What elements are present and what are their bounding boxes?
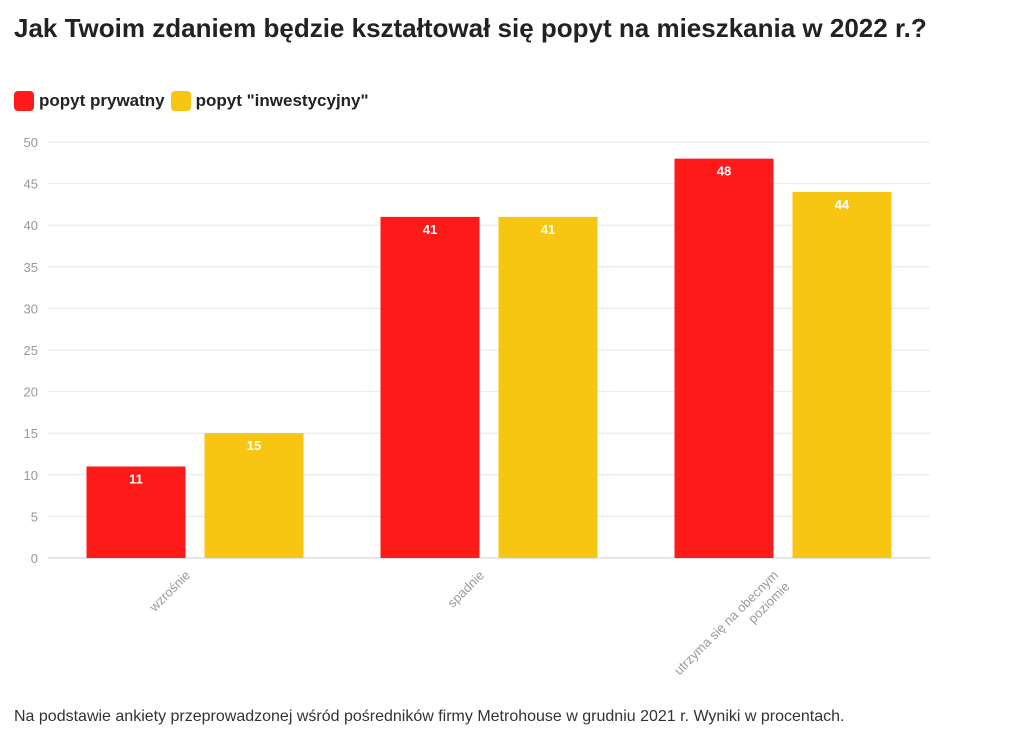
bar-investment-2: [792, 191, 892, 559]
x-tick-label-0: wzrośnie: [146, 568, 194, 616]
legend-item-private[interactable]: popyt prywatny: [14, 91, 165, 111]
x-tick-label-line: wzrośnie: [146, 568, 194, 616]
chart-title: Jak Twoim zdaniem będzie kształtował się…: [14, 13, 927, 43]
y-tick-label: 20: [24, 385, 38, 400]
data-label: 41: [541, 222, 555, 237]
y-tick-label: 10: [24, 468, 38, 483]
bar-private-1: [380, 216, 480, 558]
bar-investment-0: [204, 433, 304, 558]
x-tick-label-line: spadnie: [444, 568, 487, 611]
bar-chart: 0 5 10 15 20 25 30 35 40 45 50 11 15 wzrośnie 41 41 spad…: [24, 135, 930, 690]
legend: popyt prywatny popyt "inwestycyjny": [14, 91, 375, 111]
y-tick-label: 45: [24, 177, 38, 192]
y-tick-label: 0: [31, 551, 38, 566]
legend-item-investment[interactable]: popyt "inwestycyjny": [170, 91, 369, 111]
data-label: 15: [247, 438, 261, 453]
x-tick-label-1: spadnie: [444, 568, 487, 611]
data-label: 41: [423, 222, 437, 237]
footnote: Na podstawie ankiety przeprowadzonej wśr…: [14, 708, 845, 725]
bar-private-0: [86, 466, 186, 558]
data-label: 48: [717, 164, 731, 179]
x-tick-label-line: utrzyma się na obecnym: [671, 568, 781, 678]
legend-swatch-private: [14, 91, 34, 111]
bar-investment-1: [498, 216, 598, 558]
y-tick-label: 50: [24, 135, 38, 150]
legend-label-investment: popyt "inwestycyjny": [195, 91, 369, 110]
legend-label-private: popyt prywatny: [39, 91, 165, 110]
legend-swatch-investment: [170, 91, 191, 111]
data-label: 11: [129, 471, 143, 486]
y-tick-label: 35: [24, 260, 38, 275]
y-tick-label: 25: [24, 343, 38, 358]
x-tick-label-2: utrzyma się na obecnympoziomie: [671, 568, 793, 690]
y-tick-label: 40: [24, 218, 38, 233]
data-label: 44: [835, 197, 850, 212]
bar-private-2: [674, 158, 774, 558]
y-tick-label: 5: [31, 509, 38, 524]
y-tick-label: 15: [24, 426, 38, 441]
y-tick-label: 30: [24, 301, 38, 316]
